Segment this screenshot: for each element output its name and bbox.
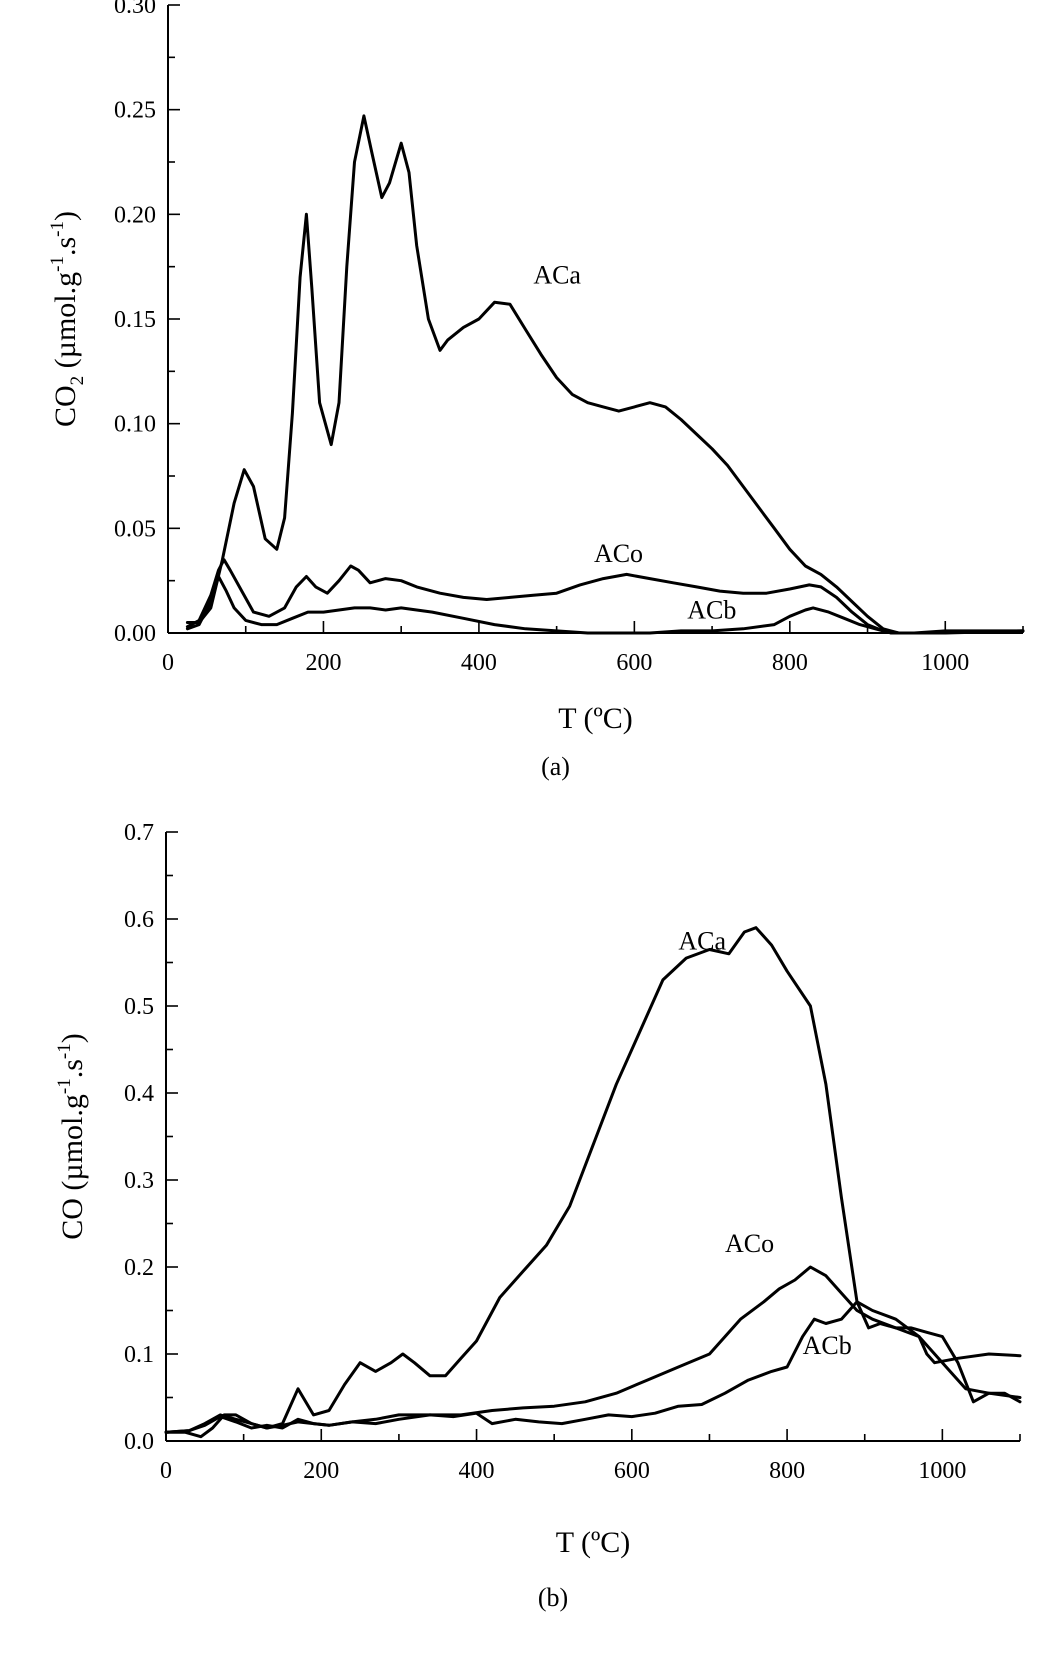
x-tick-label: 0 — [160, 1458, 172, 1484]
series-label-aca: ACa — [533, 260, 581, 289]
panel-b-co: 0 200 400 600 800 1000 0.0 0.1 0.2 0.3 0.4 0.5 0.6 0.… — [54, 820, 1022, 1612]
x-tick-label: 400 — [459, 1458, 495, 1484]
y-tick-label: 0.0 — [124, 1429, 154, 1455]
panel-a-co2: 0 200 400 600 800 1000 0.00 0.05 0.10 0.15 0.20 0.2… — [47, 0, 1025, 781]
x-axis-title: T (ºC) — [556, 1526, 631, 1559]
x-tick-label: 800 — [769, 1458, 805, 1484]
y-tick-label: 0.5 — [124, 994, 154, 1020]
y-tick-label: 0.2 — [124, 1255, 154, 1281]
series-line-aca — [164, 926, 1022, 1439]
x-tick-label: 200 — [305, 650, 341, 676]
y-tick-label: 0.05 — [114, 516, 156, 542]
y-tick-label: 0.4 — [124, 1081, 154, 1107]
panel-caption: (b) — [538, 1583, 568, 1612]
series-line-aco — [164, 1265, 1022, 1434]
y-tick-label: 0.25 — [114, 98, 156, 124]
series-label-acb: ACb — [803, 1331, 852, 1360]
y-axis-title: CO (µmol.g-1.s-1) — [54, 1033, 89, 1239]
series-line-acb — [185, 575, 1025, 635]
x-tick-label: 800 — [772, 650, 808, 676]
series-line-aca — [185, 114, 1025, 635]
x-tick-label: 0 — [162, 650, 174, 676]
x-axis-title: T (ºC) — [558, 702, 633, 735]
y-tick-label: 0.10 — [114, 412, 156, 438]
series-line-acb — [164, 1300, 1022, 1434]
y-tick-label: 0.7 — [124, 820, 154, 846]
x-tick-label: 1000 — [918, 1458, 966, 1484]
y-tick-label: 0.1 — [124, 1342, 154, 1368]
series-label-aco: ACo — [594, 539, 643, 568]
x-tick-label: 200 — [303, 1458, 339, 1484]
x-tick-label: 1000 — [921, 650, 969, 676]
series-line-aco — [185, 558, 1025, 635]
x-tick-label: 400 — [461, 650, 497, 676]
y-tick-label: 0.3 — [124, 1168, 154, 1194]
y-tick-label: 0.20 — [114, 202, 156, 228]
series-label-acb: ACb — [687, 595, 736, 624]
panel-caption: (a) — [541, 752, 570, 781]
y-axis-title: CO2 (µmol.g-1.s-1) — [47, 211, 88, 427]
y-tick-label: 0.15 — [114, 307, 156, 333]
y-tick-label: 0.30 — [114, 0, 156, 19]
x-tick-label: 600 — [614, 1458, 650, 1484]
x-tick-label: 600 — [616, 650, 652, 676]
y-tick-label: 0.6 — [124, 907, 154, 933]
series-label-aco: ACo — [725, 1229, 774, 1258]
series-label-aca: ACa — [678, 926, 726, 955]
y-tick-label: 0.00 — [114, 621, 156, 647]
